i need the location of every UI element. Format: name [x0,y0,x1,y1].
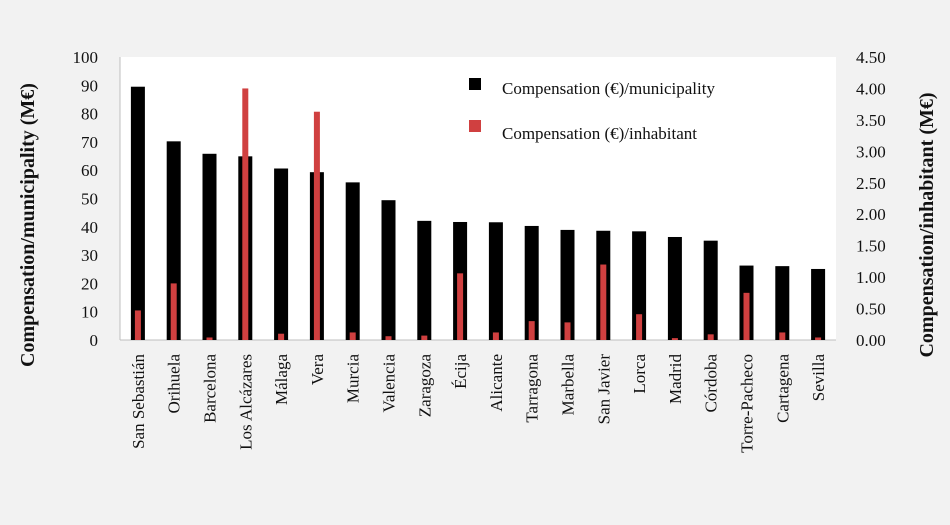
bar-inhabitant [421,335,428,340]
right-tick-label: 1.50 [856,237,886,256]
bar-inhabitant [815,337,822,340]
right-tick-label: 4.50 [856,48,886,67]
bar-municipality [524,225,539,340]
bar-inhabitant [313,111,320,340]
right-tick-label: 3.50 [856,111,886,130]
bar-municipality [560,229,575,340]
category-label: Sevilla [809,354,828,402]
inhabitant-bars [134,88,822,340]
right-axis-ticks: 0.00 0.50 1.00 1.50 2.00 2.50 3.00 3.50 4.00 4.50 [856,48,886,350]
right-tick-label: 2.00 [856,205,886,224]
category-label: Los Alcázares [236,354,255,450]
bar-inhabitant [743,292,750,340]
category-label: Córdoba [702,354,721,413]
bar-municipality [166,141,181,340]
bar-inhabitant [349,332,356,340]
category-label: Écija [451,354,470,389]
right-tick-label: 3.00 [856,142,886,161]
bar-municipality [345,182,360,340]
bar-inhabitant [278,333,285,340]
category-label: Tarragona [523,354,542,423]
right-tick-label: 1.00 [856,268,886,287]
bar-inhabitant [134,310,141,340]
bar-municipality [811,268,826,340]
bar-inhabitant [170,283,177,340]
category-label: San Sebastián [129,354,148,449]
bar-municipality [381,200,396,340]
left-tick-label: 50 [81,190,98,209]
category-label: Cartagena [773,354,792,423]
left-tick-label: 10 [81,303,98,322]
category-label: Vera [308,354,327,386]
category-label: San Javier [594,354,613,425]
right-tick-label: 4.00 [856,79,886,98]
category-label: Valencia [380,354,399,413]
left-tick-label: 80 [81,105,98,124]
bar-inhabitant [385,336,392,340]
right-tick-label: 0.00 [856,331,886,350]
left-axis-title: Compensation/municipality (M€) [17,83,39,367]
left-tick-label: 30 [81,246,98,265]
bar-inhabitant [671,338,678,340]
right-axis-title: Compensation/inhabitant (M€) [916,92,938,357]
left-tick-label: 0 [90,331,99,350]
bar-municipality [667,236,682,340]
plot-area [120,57,836,340]
category-label: Murcia [344,354,363,404]
bar-inhabitant [492,332,499,340]
category-label: Lorca [630,354,649,394]
left-tick-label: 40 [81,218,98,237]
right-tick-label: 2.50 [856,174,886,193]
category-labels: San Sebastián Orihuela Barcelona Los Alcáza… [129,354,828,453]
bar-inhabitant [636,314,643,340]
bar-municipality [632,231,647,340]
municipality-bars [130,86,826,340]
left-axis-ticks: 0 10 20 30 40 50 60 70 80 90 100 [73,48,99,350]
category-label: Torre-Pacheco [738,354,757,453]
right-tick-label: 0.50 [856,300,886,319]
bar-inhabitant [707,334,714,340]
bar-municipality [130,86,145,340]
bar-inhabitant [457,273,464,340]
bar-municipality [202,153,217,340]
legend-label-municipality: Compensation (€)/municipality [502,79,715,98]
bar-municipality [703,240,718,340]
bar-inhabitant [242,88,249,340]
bar-inhabitant [564,322,571,340]
legend-label-inhabitant: Compensation (€)/inhabitant [502,124,697,143]
bar-municipality [488,222,503,340]
category-label: Barcelona [201,354,220,423]
left-tick-label: 100 [73,48,99,67]
left-tick-label: 60 [81,161,98,180]
category-label: Madrid [666,354,685,405]
bar-inhabitant [779,332,786,340]
category-label: Marbella [559,354,578,416]
bar-municipality [274,168,289,340]
bar-inhabitant [600,264,607,340]
legend-swatch-inhabitant [469,120,481,132]
legend-swatch-municipality [469,78,481,90]
bar-municipality [417,220,432,340]
bar-inhabitant [528,321,535,340]
left-tick-label: 70 [81,133,98,152]
bar-municipality [775,266,790,340]
category-label: Málaga [272,354,291,405]
legend: Compensation (€)/municipality Compensati… [469,78,715,143]
category-label: Alicante [487,354,506,412]
category-label: Orihuela [165,354,184,414]
category-label: Zaragoza [415,354,434,418]
left-tick-label: 90 [81,76,98,95]
bar-inhabitant [206,337,213,340]
left-tick-label: 20 [81,274,98,293]
